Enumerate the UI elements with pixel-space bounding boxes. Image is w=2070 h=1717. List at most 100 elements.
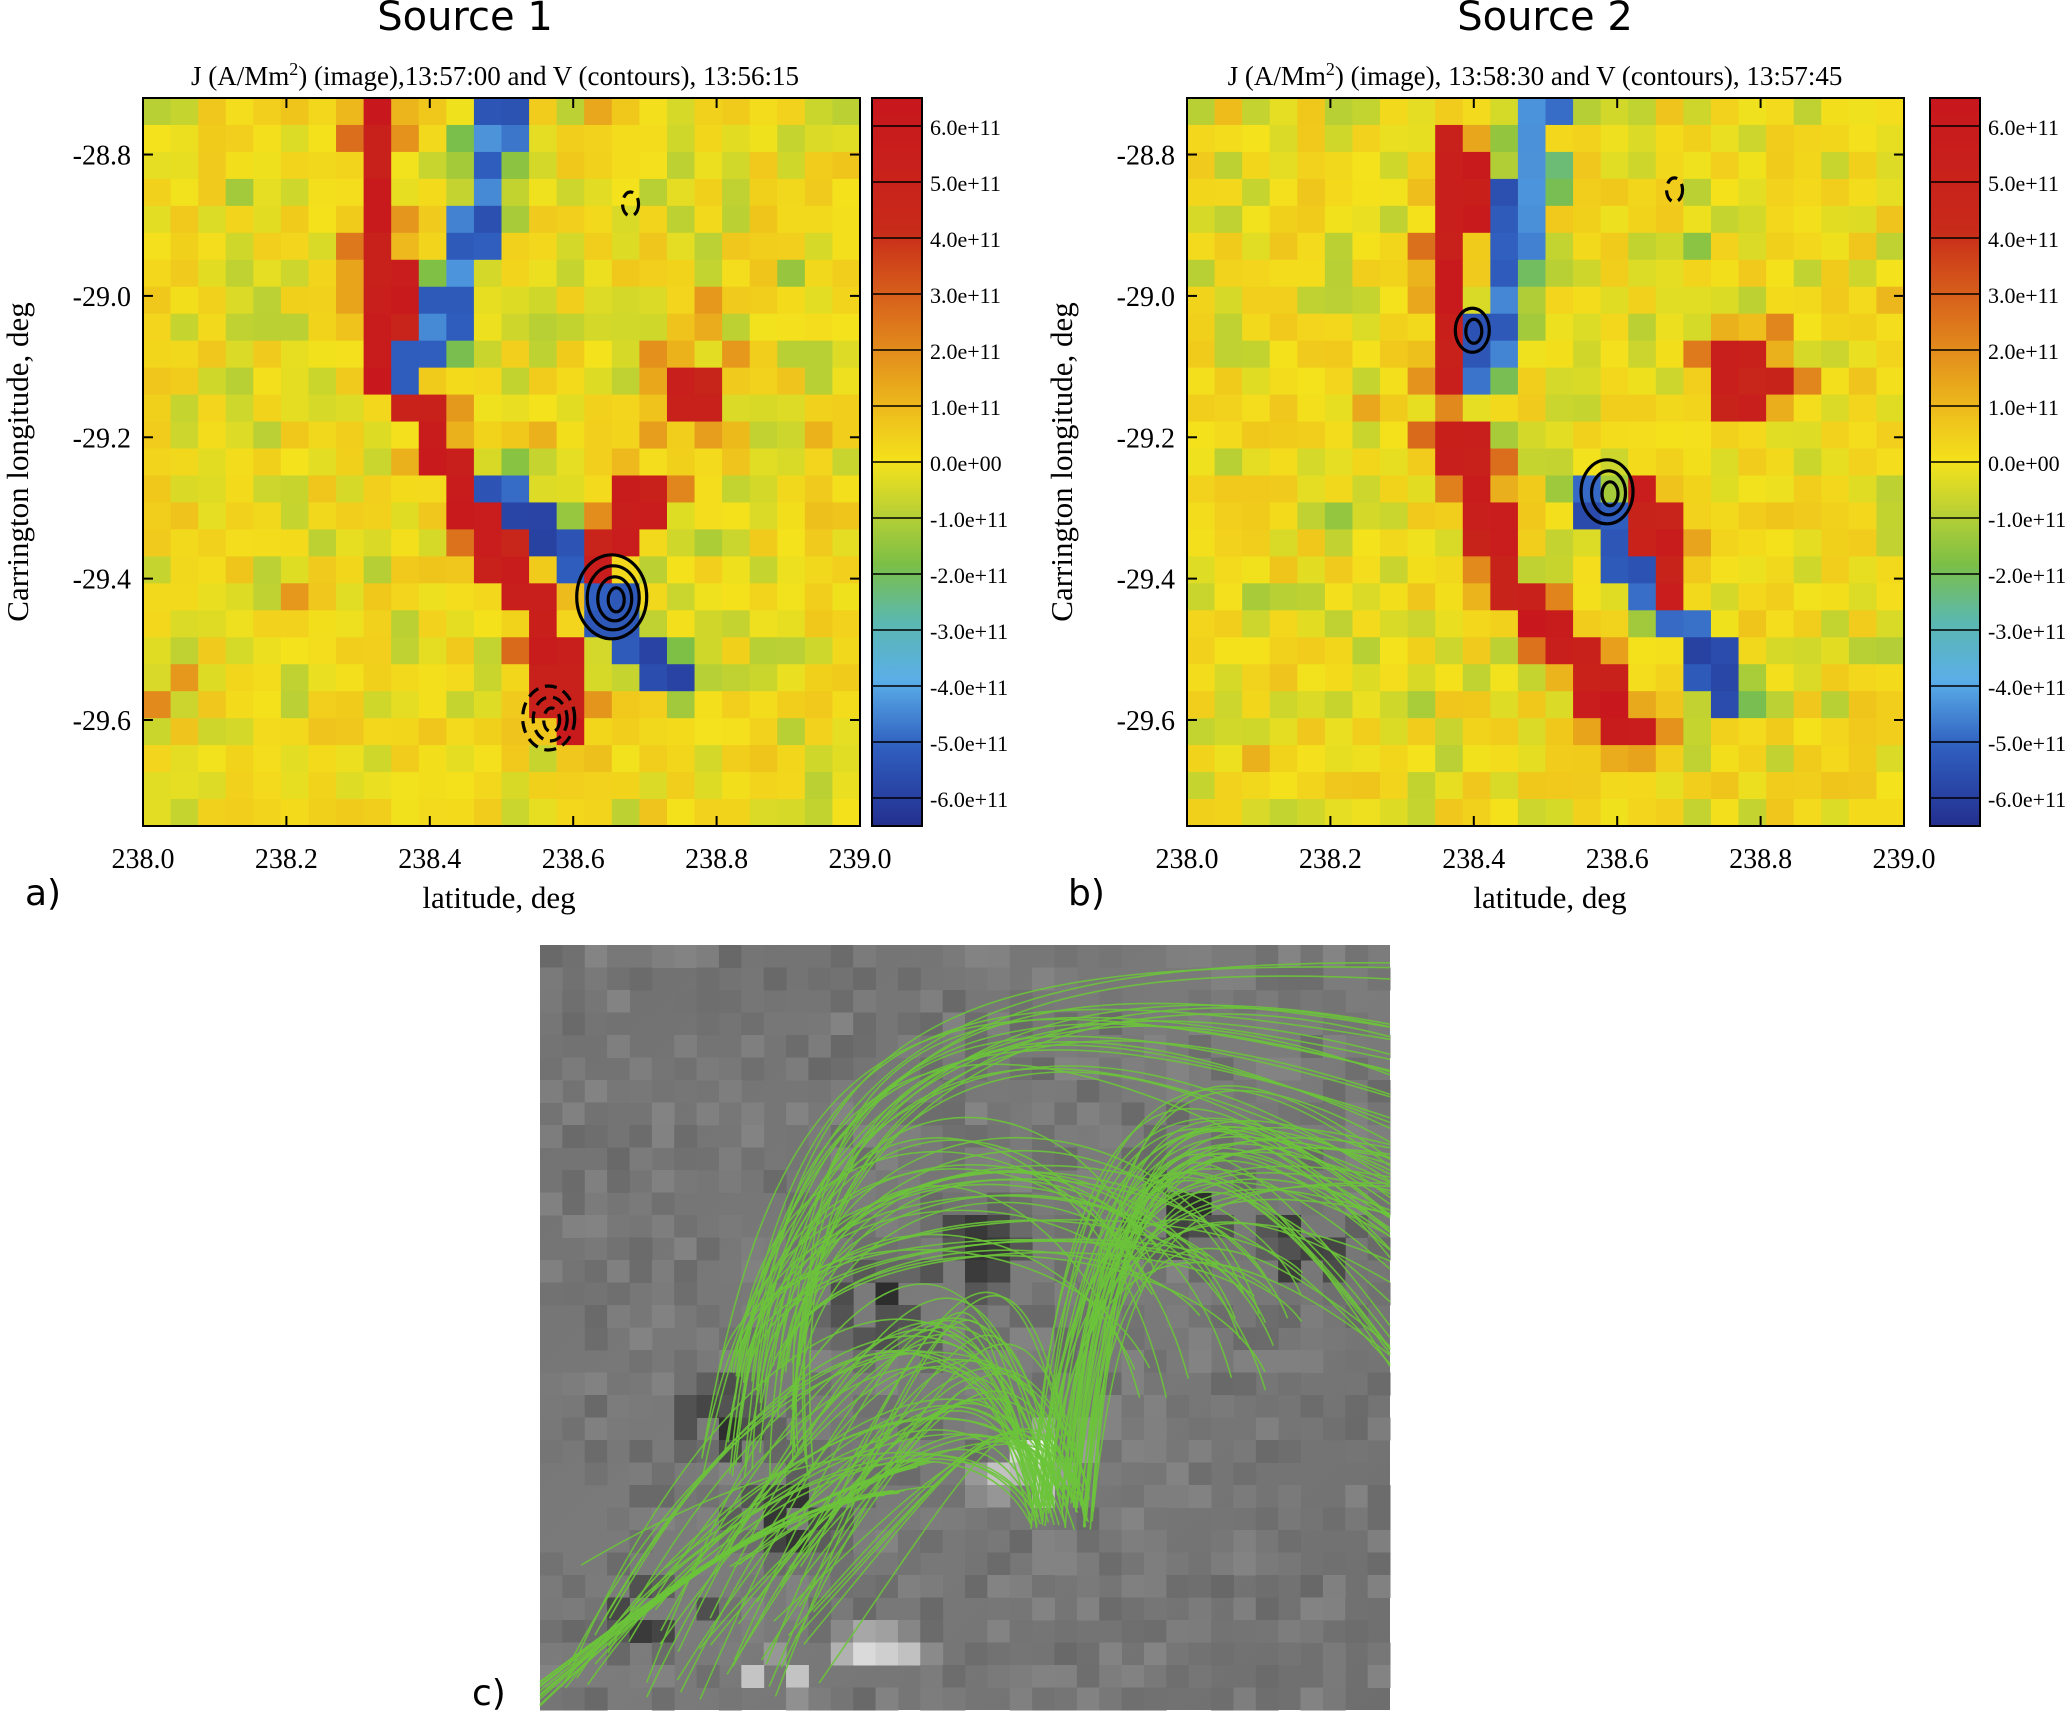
magnetogram-pixel xyxy=(1032,1665,1055,1688)
heatmap-cell xyxy=(1655,556,1684,584)
heatmap-cell xyxy=(1517,502,1547,531)
magnetogram-pixel xyxy=(1300,1192,1324,1216)
heatmap-cell xyxy=(1407,772,1436,800)
magnetogram-pixel xyxy=(562,1192,586,1216)
heatmap-cell xyxy=(832,340,861,369)
heatmap-cell xyxy=(1297,448,1326,477)
heatmap-cell xyxy=(1324,556,1354,584)
heatmap-cell xyxy=(1297,664,1326,692)
magnetogram-pixel xyxy=(965,1530,988,1553)
heatmap-cell xyxy=(1600,583,1629,611)
heatmap-cell xyxy=(1766,583,1795,611)
magnetogram-pixel xyxy=(1322,1327,1346,1351)
heatmap-cell xyxy=(225,718,254,746)
heatmap-cell xyxy=(1242,529,1271,557)
heatmap-cell xyxy=(253,502,282,531)
panel-b-title-prefix: J (A/Mm xyxy=(1228,61,1326,91)
heatmap-cell xyxy=(336,745,365,773)
heatmap-cell xyxy=(1407,664,1436,692)
heatmap-cell xyxy=(1462,421,1491,450)
heatmap-cell xyxy=(418,799,447,827)
heatmap-cell xyxy=(749,151,778,180)
magnetogram-pixel xyxy=(607,1215,630,1238)
heatmap-cell xyxy=(1352,529,1381,557)
magnetic-field-line xyxy=(576,1417,1069,1679)
heatmap-cell xyxy=(804,178,834,207)
heatmap-cell xyxy=(611,691,640,719)
magnetogram-pixel xyxy=(1054,1687,1078,1711)
heatmap-cell xyxy=(1214,718,1243,746)
magnetogram-pixel xyxy=(1255,1237,1279,1261)
heatmap-cell xyxy=(1242,718,1271,746)
colorbar-tick-label: 5.0e+11 xyxy=(930,171,1001,196)
heatmap-cell xyxy=(722,799,751,827)
heatmap-cell xyxy=(336,286,365,315)
heatmap-cell xyxy=(1242,637,1271,665)
magnetogram-pixel xyxy=(786,1125,809,1148)
magnetogram-pixel xyxy=(987,1597,1011,1621)
magnetogram-pixel xyxy=(987,1507,1011,1531)
heatmap-cell xyxy=(1738,691,1767,719)
heatmap-cell xyxy=(1738,232,1767,261)
heatmap-cell xyxy=(1187,637,1216,665)
panel-a-source-title: Source 1 xyxy=(377,0,553,40)
heatmap-cell xyxy=(1352,394,1381,423)
heatmap-cell xyxy=(1573,151,1602,180)
heatmap-cell xyxy=(1407,313,1436,342)
heatmap-cell xyxy=(777,98,806,126)
heatmap-cell xyxy=(1738,394,1767,423)
magnetogram-pixel xyxy=(1278,1642,1302,1666)
heatmap-cell xyxy=(1214,583,1243,611)
magnetogram-pixel xyxy=(629,1440,653,1463)
heatmap-cell xyxy=(1876,502,1905,531)
heatmap-cell xyxy=(336,583,365,611)
magnetogram-pixel xyxy=(607,1507,630,1531)
panel-a-title-suffix: ) (image),13:57:00 and V (contours), 13:… xyxy=(298,61,799,91)
heatmap-cell xyxy=(1683,286,1712,315)
heatmap-cell xyxy=(832,718,861,746)
magnetogram-pixel xyxy=(1076,1665,1100,1688)
heatmap-cell xyxy=(308,151,337,180)
magnetogram-pixel xyxy=(808,967,832,991)
heatmap-cell xyxy=(170,583,199,611)
magnetogram-pixel xyxy=(1188,1417,1212,1441)
magnetogram-pixel xyxy=(629,945,653,968)
magnetogram-pixel xyxy=(1009,1575,1033,1598)
magnetogram-pixel xyxy=(1278,1282,1302,1306)
heatmap-cell xyxy=(1187,124,1216,153)
magnetogram-pixel xyxy=(674,1440,698,1463)
heatmap-cell xyxy=(1876,151,1905,180)
heatmap-cell xyxy=(804,502,834,531)
magnetogram-pixel xyxy=(607,1372,630,1396)
heatmap-cell xyxy=(1490,529,1519,557)
magnetogram-pixel xyxy=(987,1665,1011,1688)
magnetogram-pixel xyxy=(651,1282,675,1306)
magnetogram-pixel xyxy=(875,1642,899,1666)
heatmap-cell xyxy=(1793,691,1822,719)
magnetogram-pixel xyxy=(696,1057,720,1081)
heatmap-cell xyxy=(1628,205,1657,234)
heatmap-cell xyxy=(777,151,806,180)
heatmap-cell xyxy=(1242,610,1271,638)
heatmap-cell xyxy=(446,232,475,261)
panel-b-source-title: Source 2 xyxy=(1457,0,1633,40)
magnetogram-pixel xyxy=(1233,1687,1257,1711)
heatmap-cell xyxy=(1793,475,1822,504)
magnetogram-pixel xyxy=(920,1665,944,1688)
heatmap-cell xyxy=(1187,259,1216,288)
magnetogram-pixel xyxy=(651,1372,675,1396)
colorbar-tick-label: 4.0e+11 xyxy=(1988,227,2059,252)
heatmap-cell xyxy=(1407,556,1436,584)
heatmap-cell xyxy=(391,691,420,719)
heatmap-cell xyxy=(1876,367,1905,396)
heatmap-cell xyxy=(336,421,365,450)
heatmap-cell xyxy=(1545,556,1574,584)
heatmap-cell xyxy=(501,664,530,692)
heatmap-cell xyxy=(1269,340,1298,369)
heatmap-cell xyxy=(611,124,640,153)
magnetogram-pixel xyxy=(1211,1507,1234,1531)
heatmap-cell xyxy=(473,340,503,369)
heatmap-cell xyxy=(1490,151,1519,180)
heatmap-cell xyxy=(666,232,696,261)
heatmap-cell xyxy=(1490,799,1519,827)
